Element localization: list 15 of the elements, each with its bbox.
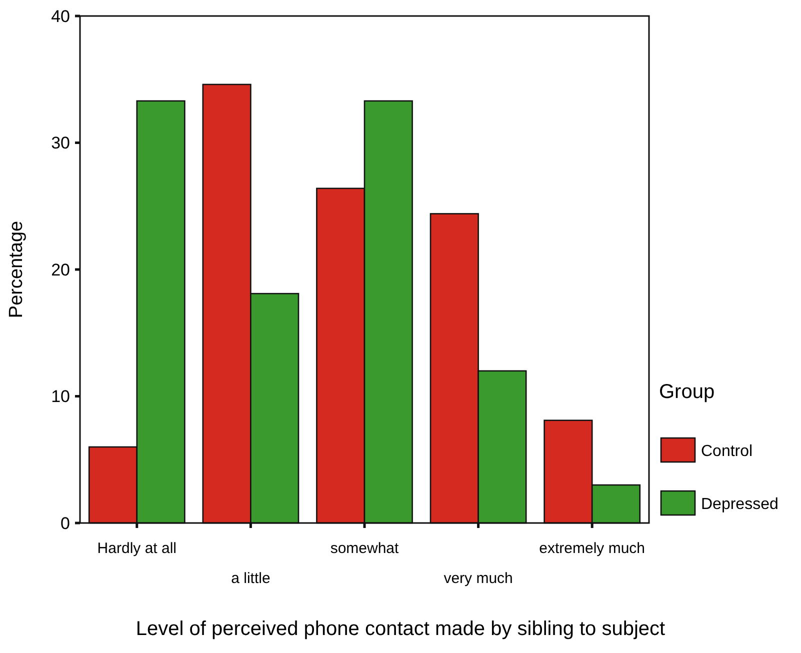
y-tick-label: 30 — [51, 134, 70, 153]
x-tick-label: extremely much — [539, 540, 646, 557]
y-tick-label: 0 — [60, 514, 70, 533]
legend-label: Control — [701, 443, 753, 460]
legend-title: Group — [659, 381, 715, 403]
x-axis-title: Level of perceived phone contact made by sibling to subject — [136, 618, 666, 640]
legend-label: Depressed — [701, 496, 778, 513]
y-tick-label: 10 — [51, 387, 70, 406]
x-tick-label: somewhat — [330, 540, 400, 557]
x-tick-label: a little — [231, 570, 270, 587]
y-tick-label: 40 — [51, 6, 70, 26]
y-tick-label: 20 — [51, 260, 70, 280]
x-tick-label: very much — [444, 570, 513, 587]
x-tick-label: Hardly at all — [97, 540, 176, 557]
y-axis-title: Percentage — [6, 220, 27, 318]
